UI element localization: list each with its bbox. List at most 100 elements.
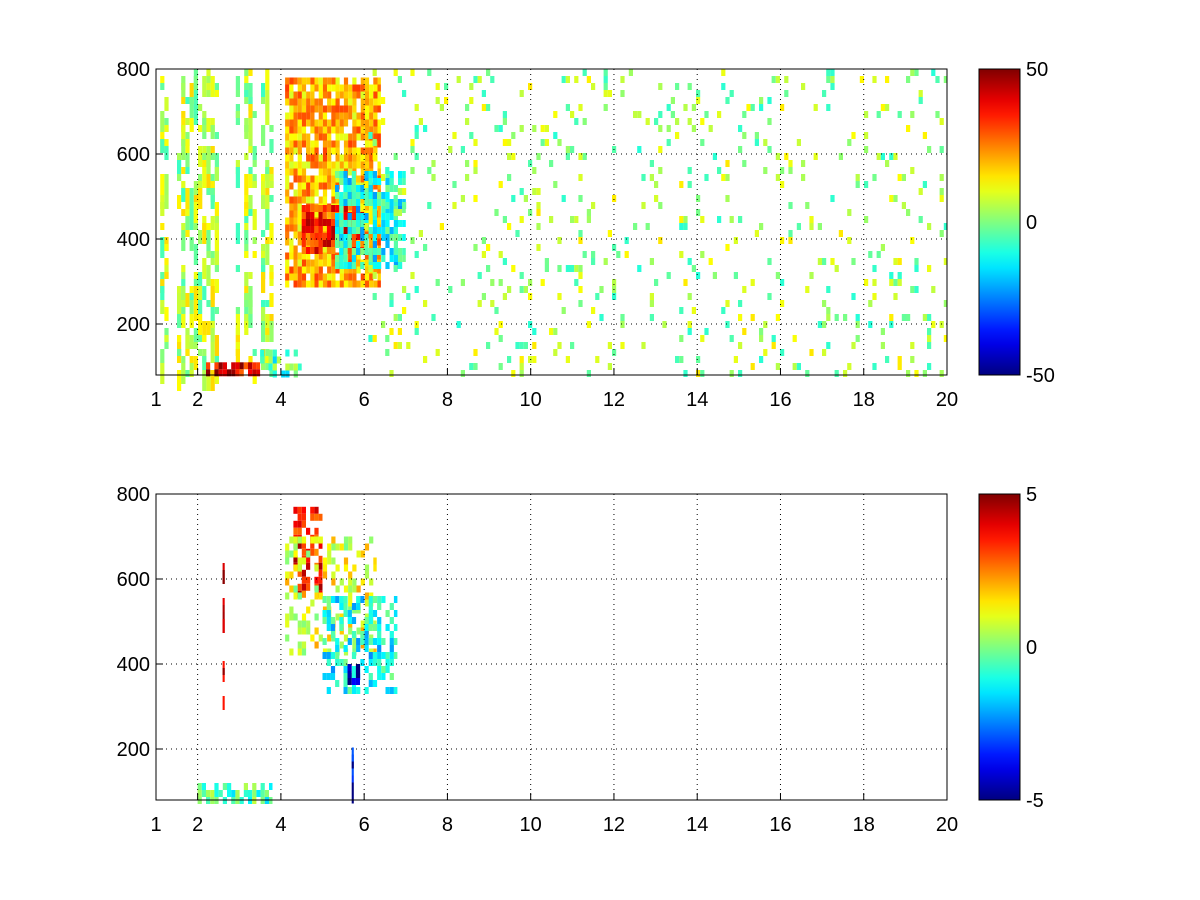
heatmap-cell [189, 370, 194, 377]
heatmap-cell [725, 97, 730, 104]
heatmap-cell [285, 161, 290, 169]
heatmap-cell [289, 224, 294, 232]
heatmap-cell [914, 258, 919, 265]
heatmap-cell [352, 84, 357, 92]
heatmap-cell [335, 154, 340, 162]
heatmap-cell [369, 210, 374, 218]
heatmap-cell [322, 240, 327, 247]
heatmap-cell [265, 237, 270, 244]
heatmap-cell [565, 146, 570, 153]
x-tick-label: 12 [603, 389, 625, 411]
heatmap-cell [393, 248, 398, 255]
heatmap-cell [293, 245, 298, 253]
heatmap-cell [289, 112, 294, 120]
heatmap-cell [206, 370, 211, 391]
heatmap-cell [393, 610, 398, 617]
heatmap-cell [658, 237, 663, 244]
heatmap-cell [586, 321, 591, 328]
heatmap-cell [331, 536, 336, 544]
heatmap-cell [289, 585, 294, 593]
heatmap-cell [893, 293, 898, 300]
heatmap-cell [269, 195, 274, 202]
heatmap-cell [889, 153, 894, 160]
heatmap-cell [393, 185, 398, 192]
heatmap-cell [222, 605, 225, 612]
heatmap-cell [364, 203, 370, 211]
heatmap-cell [578, 153, 583, 160]
x-tick-label: 8 [442, 814, 453, 836]
heatmap-cell [248, 167, 253, 174]
heatmap-cell [838, 153, 843, 160]
heatmap-cell [310, 226, 315, 233]
heatmap-cell [185, 153, 190, 167]
heatmap-cell [314, 119, 319, 127]
heatmap-cell [297, 273, 302, 281]
heatmap-cell [523, 286, 528, 293]
heatmap-cell [725, 174, 730, 181]
heatmap-cell [822, 90, 827, 97]
heatmap-cell [335, 112, 340, 120]
heatmap-cell [335, 596, 340, 603]
heatmap-cell [356, 220, 361, 227]
heatmap-cell [310, 634, 315, 642]
heatmap-cell [326, 652, 331, 659]
heatmap-cell [855, 321, 860, 328]
heatmap-cell [578, 230, 583, 237]
heatmap-cell [683, 104, 688, 111]
heatmap-cell [331, 140, 336, 148]
heatmap-cell [364, 252, 370, 260]
heatmap-cell [297, 592, 302, 600]
heatmap-cell [578, 195, 583, 202]
heatmap-cell [351, 192, 356, 199]
heatmap-cell [306, 555, 311, 563]
heatmap-cell [700, 216, 705, 223]
heatmap-cell [351, 603, 357, 610]
heatmap-cell [372, 241, 377, 248]
heatmap-cell [369, 238, 374, 246]
heatmap-cell [377, 262, 382, 269]
heatmap-cell [377, 280, 381, 288]
heatmap-cell [368, 199, 373, 206]
heatmap-cell [356, 259, 361, 267]
heatmap-cell [931, 286, 936, 293]
heatmap-cell [335, 227, 340, 234]
heatmap-cell [381, 666, 386, 673]
heatmap-cell [306, 280, 311, 288]
heatmap-cell [603, 69, 608, 76]
heatmap-cell [389, 687, 394, 694]
heatmap-cell [293, 175, 298, 183]
heatmap-cell [310, 84, 315, 92]
heatmap-cell [532, 125, 537, 132]
heatmap-cell [452, 181, 457, 188]
heatmap-cell [683, 279, 688, 286]
heatmap-cell [310, 119, 315, 127]
heatmap-cell [297, 513, 302, 521]
heatmap-cell [603, 90, 608, 97]
heatmap-cell [252, 362, 257, 370]
heatmap-cell [326, 603, 331, 610]
x-tick-label: 1 [150, 814, 161, 836]
heatmap-cell [360, 84, 365, 92]
heatmap-cell [696, 97, 701, 104]
heatmap-cell [285, 217, 290, 225]
heatmap-cell [289, 98, 294, 106]
heatmap-cell [318, 569, 323, 577]
heatmap-cell [331, 578, 336, 586]
heatmap-cell [348, 203, 353, 211]
heatmap-cell [872, 363, 877, 370]
heatmap-cell [381, 192, 386, 199]
heatmap-cell [198, 272, 203, 286]
heatmap-cell [369, 280, 374, 288]
heatmap-cell [444, 83, 449, 90]
heatmap-cell [327, 77, 332, 85]
heatmap-cell [502, 293, 507, 300]
heatmap-cell [301, 161, 307, 169]
heatmap-cell [331, 240, 336, 247]
heatmap-cell [360, 192, 365, 199]
heatmap-cell [306, 562, 311, 570]
heatmap-cell [318, 175, 323, 183]
heatmap-cell [239, 362, 244, 370]
heatmap-cell [160, 139, 165, 153]
heatmap-cell [360, 550, 365, 558]
heatmap-cell [252, 251, 257, 258]
